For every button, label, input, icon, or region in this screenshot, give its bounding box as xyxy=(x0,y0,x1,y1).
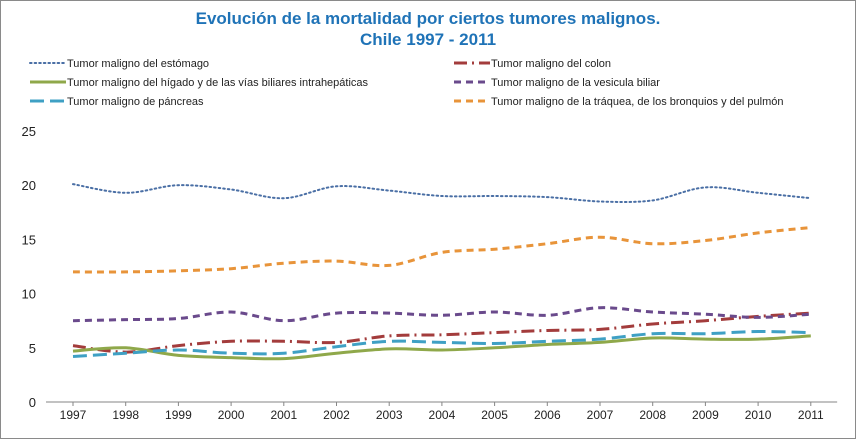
series-line-5 xyxy=(72,329,811,358)
y-tick-label: 0 xyxy=(29,395,36,410)
legend-label-3: Tumor maligno del hígado y de las vías b… xyxy=(67,77,369,89)
x-tick-label: 2002 xyxy=(323,408,350,422)
x-tick-label: 2004 xyxy=(429,408,456,422)
x-tick-label: 2005 xyxy=(481,408,508,422)
chart-title: Evolución de la mortalidad por ciertos t… xyxy=(0,8,856,50)
x-tick-label: 2003 xyxy=(376,408,403,422)
series-line-4 xyxy=(72,306,811,323)
series-line-1 xyxy=(72,183,812,203)
y-tick-label: 5 xyxy=(29,341,36,356)
legend-label-1: Tumor maligno del estómago xyxy=(67,58,209,70)
chart-title-line1: Evolución de la mortalidad por ciertos t… xyxy=(195,9,661,28)
legend-label-6: Tumor maligno de la tráquea, de los bron… xyxy=(491,96,783,108)
y-tick-label: 25 xyxy=(22,124,36,139)
x-tick-label: 2011 xyxy=(798,408,824,422)
x-tick-label: 2007 xyxy=(587,408,614,422)
x-tick-label: 2010 xyxy=(745,408,772,422)
x-tick-label: 2008 xyxy=(639,408,666,422)
y-tick-label: 20 xyxy=(22,178,36,193)
series-line-3 xyxy=(72,334,811,361)
legend-label-5: Tumor maligno de páncreas xyxy=(67,96,204,108)
y-tick-label: 15 xyxy=(22,232,36,247)
series-line-2 xyxy=(72,311,811,354)
x-tick-label: 2009 xyxy=(692,408,719,422)
legend-label-4: Tumor maligno de la vesicula biliar xyxy=(491,77,660,89)
x-tick-label: 1999 xyxy=(165,408,192,422)
x-tick-label: 2000 xyxy=(218,408,245,422)
x-tick-label: 2001 xyxy=(270,408,297,422)
chart-title-line2: Chile 1997 - 2011 xyxy=(359,30,497,49)
x-tick-label: 1997 xyxy=(60,408,87,422)
x-tick-label: 1998 xyxy=(112,408,139,422)
legend-label-2: Tumor maligno del colon xyxy=(491,58,611,70)
y-tick-label: 10 xyxy=(22,287,36,302)
series-line-6 xyxy=(72,226,811,274)
x-tick-label: 2006 xyxy=(534,408,561,422)
